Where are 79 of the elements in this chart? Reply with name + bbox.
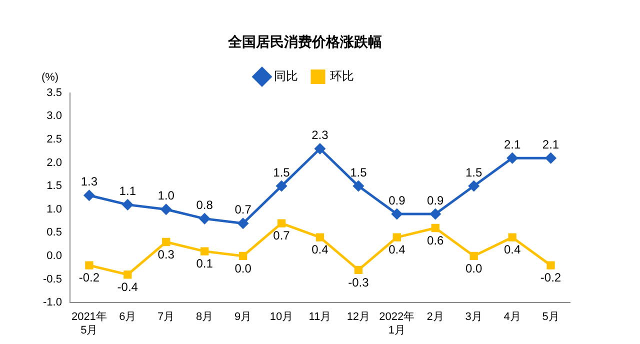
data-label: 1.0: [158, 188, 175, 203]
x-tick-label: 3月: [465, 311, 482, 324]
data-label: -0.3: [348, 275, 370, 290]
data-label: 0.9: [388, 193, 406, 208]
y-tick-label: 1.0: [46, 203, 62, 216]
data-label: 1.1: [119, 184, 136, 198]
point: [200, 247, 209, 256]
data-label: 0.3: [158, 247, 175, 262]
y-tick-label: 1.5: [46, 180, 62, 192]
data-label: 2.1: [504, 137, 521, 152]
x-tick-label: 12月: [346, 311, 370, 324]
y-tick-label: -1.0: [42, 296, 62, 309]
point: [314, 143, 326, 154]
data-label: 0.1: [196, 256, 214, 271]
data-label: 0.6: [427, 233, 444, 248]
point: [160, 204, 172, 215]
x-tick-label: 2月: [426, 311, 444, 324]
point: [316, 233, 324, 242]
point: [392, 233, 401, 242]
y-tick-label: 3.5: [46, 86, 62, 99]
x-tick-label: 10月: [270, 311, 294, 324]
data-label: 1.5: [273, 165, 290, 180]
data-label: 0.7: [234, 202, 252, 217]
point: [468, 180, 480, 192]
x-tick-label: 9月: [234, 311, 252, 324]
data-label: 0.0: [465, 261, 482, 276]
point: [353, 180, 364, 192]
data-label: -0.2: [78, 270, 100, 285]
x-tick-label: 8月: [196, 311, 214, 324]
data-label: 2.3: [312, 128, 329, 142]
data-label: -0.4: [117, 280, 138, 294]
data-label: 1.3: [80, 174, 98, 189]
point: [546, 152, 556, 164]
x-tick-label: 5月: [542, 311, 560, 324]
point: [85, 261, 94, 270]
point: [277, 219, 286, 228]
data-label: 0.4: [388, 242, 406, 257]
data-label: 0.8: [196, 198, 214, 212]
point: [124, 270, 132, 279]
point: [122, 199, 133, 210]
data-label: 0.4: [312, 242, 329, 257]
data-label: 0.4: [504, 242, 521, 257]
point: [276, 180, 287, 192]
x-tick-label: 2022年 1月: [379, 311, 415, 336]
x-tick-label: 11月: [308, 311, 332, 324]
point: [354, 266, 363, 274]
data-label: 0.9: [427, 193, 444, 208]
chart-title: 全国居民消费价格涨跌幅: [227, 33, 382, 50]
x-tick-label: 4月: [504, 311, 521, 324]
y-tick-label: 3.0: [46, 110, 62, 122]
data-label: -0.2: [540, 270, 562, 285]
point: [431, 224, 440, 232]
y-axis-title: (%): [41, 71, 59, 84]
x-tick-label: 6月: [119, 311, 136, 324]
point: [162, 238, 170, 246]
y-tick-label: 2.5: [46, 133, 62, 146]
data-label: 2.1: [542, 137, 560, 152]
point: [392, 208, 402, 220]
point: [430, 208, 441, 220]
x-tick-label: 7月: [158, 311, 175, 324]
data-label: 1.5: [465, 165, 482, 180]
point: [238, 218, 248, 229]
data-label: 0.0: [234, 261, 252, 276]
data-label: 1.5: [350, 165, 368, 180]
legend-label: 同比: [274, 69, 298, 84]
y-tick-label: 0.0: [46, 250, 62, 262]
y-tick-label: -0.5: [42, 273, 62, 286]
y-tick-label: 0.5: [46, 226, 62, 239]
x-tick-label: 2021年 5月: [71, 311, 107, 336]
point: [546, 261, 555, 270]
data-label: 0.7: [273, 228, 290, 243]
y-tick-label: 2.0: [46, 156, 62, 169]
point: [199, 213, 210, 224]
point: [84, 190, 94, 201]
point: [238, 252, 248, 260]
point: [470, 252, 478, 260]
point: [508, 233, 516, 242]
legend-label: 环比: [330, 69, 354, 84]
point: [507, 152, 518, 164]
